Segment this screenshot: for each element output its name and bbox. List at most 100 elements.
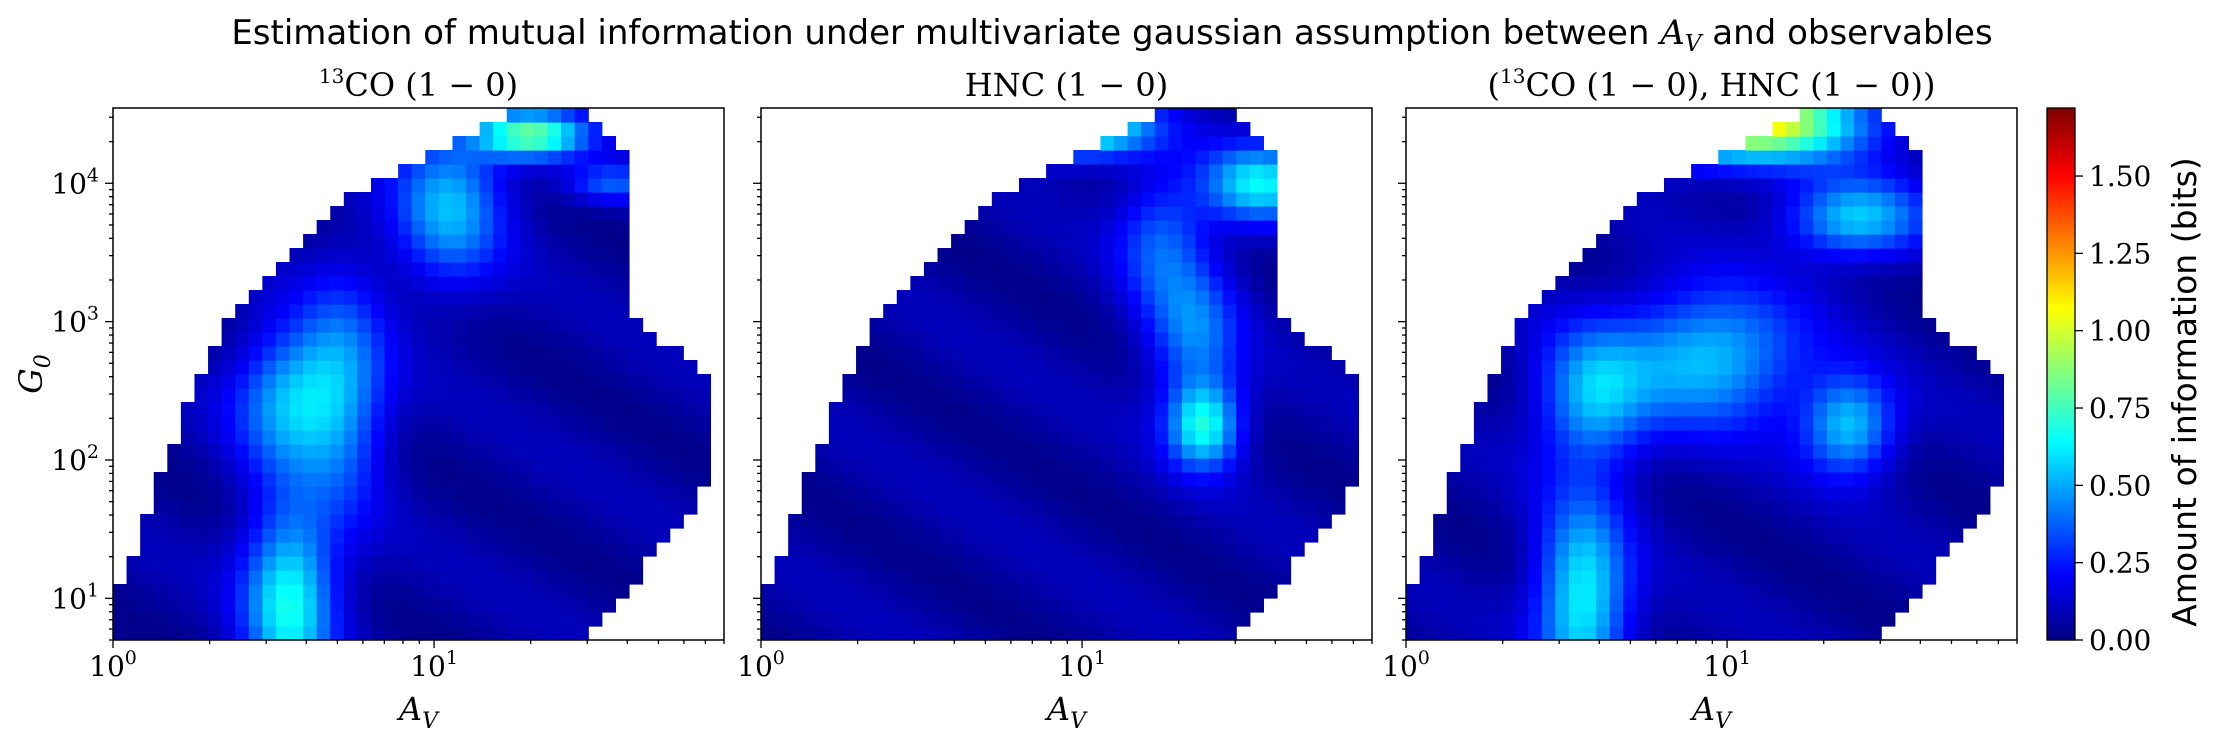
heatmap-cell [1473,444,1489,459]
heatmap-cell [683,486,698,501]
heatmap-cell [289,318,304,333]
heatmap-cell [1018,612,1034,627]
heatmap-cell [991,346,1006,361]
heatmap-cell [1195,122,1210,137]
heatmap-cell [1127,234,1142,249]
heatmap-cell [208,472,223,487]
heatmap-cell [533,206,549,221]
heatmap-cell [1181,486,1197,501]
heatmap-cell [1209,598,1224,613]
heatmap-cell [275,388,291,403]
heatmap-cell [1596,584,1611,599]
heatmap-cell [1718,290,1733,305]
colorbar-segment [2047,112,2075,115]
heatmap-cell [815,598,830,613]
heatmap-cell [937,262,952,277]
heatmap-cell [1677,486,1692,501]
heatmap-cell [1623,304,1638,319]
heatmap-cell [425,388,440,403]
heatmap-cell [656,500,671,515]
heatmap-cell [1759,542,1774,557]
heatmap-cell [520,276,535,291]
heatmap-cell [1636,402,1651,417]
heatmap-cell [1677,514,1692,529]
heatmap-cell [1114,318,1129,333]
heatmap-cell [506,388,521,403]
heatmap-cell [343,248,358,263]
heatmap-cell [533,542,549,557]
heatmap-cell [1249,402,1264,417]
heatmap-cell [1826,542,1842,557]
heatmap-cell [1772,374,1787,389]
heatmap-cell [194,598,209,613]
heatmap-cell [1181,318,1197,333]
heatmap-cell [1331,444,1346,459]
heatmap-cells [1406,108,2005,640]
heatmap-cell [235,556,250,571]
heatmap-cell [1786,584,1801,599]
heatmap-cell [357,332,372,347]
heatmap-cell [1881,556,1896,571]
heatmap-cell [235,430,250,445]
colorbar-segment [2047,463,2075,467]
colorbar-segment [2047,538,2075,541]
heatmap-cell [221,402,236,417]
heatmap-cell [140,556,155,571]
heatmap-cell [642,444,657,459]
heatmap-cell [1222,612,1237,627]
heatmap-cell [1487,486,1502,501]
figure-title-var: A [1657,13,1685,53]
heatmap-cell [316,262,331,277]
heatmap-cell [1018,388,1034,403]
heatmap-cell [1745,444,1760,459]
heatmap-cell [1691,500,1706,515]
heatmap-cell [275,556,291,571]
heatmap-cell [1222,598,1237,613]
heatmap-cell [696,472,712,487]
heatmap-cell [1691,486,1706,501]
heatmap-cell [1195,542,1210,557]
heatmap-cell [1195,318,1210,333]
heatmap-cell [1962,472,1977,487]
heatmap-cell [1168,416,1183,431]
heatmap-cell [1894,262,1909,277]
heatmap-cell [615,206,630,221]
colorbar-segment [2047,598,2075,602]
heatmap-cell [1276,416,1292,431]
heatmap-cell [1073,346,1088,361]
heatmap-cell [1582,598,1597,613]
heatmap-cell [1759,332,1774,347]
heatmap-cell [1772,626,1787,640]
heatmap-cell [937,346,952,361]
heatmap-cell [1100,528,1115,543]
heatmap-cell [1623,206,1638,221]
heatmap-cell [1555,346,1570,361]
heatmap-cell [1772,206,1787,221]
heatmap-cell [452,514,467,529]
heatmap-cell [1840,542,1855,557]
heatmap-cell [330,570,345,585]
heatmap-cell [1854,528,1869,543]
heatmap-cell [1772,360,1787,375]
heatmap-cell [1691,262,1706,277]
colorbar-segment [2047,469,2075,473]
heatmap-cell [1718,528,1733,543]
heatmap-cell [1222,472,1237,487]
heatmap-cell [978,206,993,221]
heatmap-cell [1935,388,1950,403]
heatmap-cell [1894,430,1909,445]
heatmap-cell [208,528,223,543]
heatmap-cell [1114,206,1129,221]
heatmap-cell [574,192,589,207]
heatmap-cell [506,318,521,333]
heatmap-cell [1568,626,1584,640]
heatmap-cell [248,430,263,445]
heatmap-cell [1650,444,1665,459]
heatmap-cell [1908,248,1923,263]
heatmap-cell [615,458,630,473]
heatmap-cell [1290,514,1305,529]
heatmap-cell [1005,206,1020,221]
heatmap-cell [1073,374,1088,389]
heatmap-cell [466,430,481,445]
heatmap-cell [1168,234,1183,249]
